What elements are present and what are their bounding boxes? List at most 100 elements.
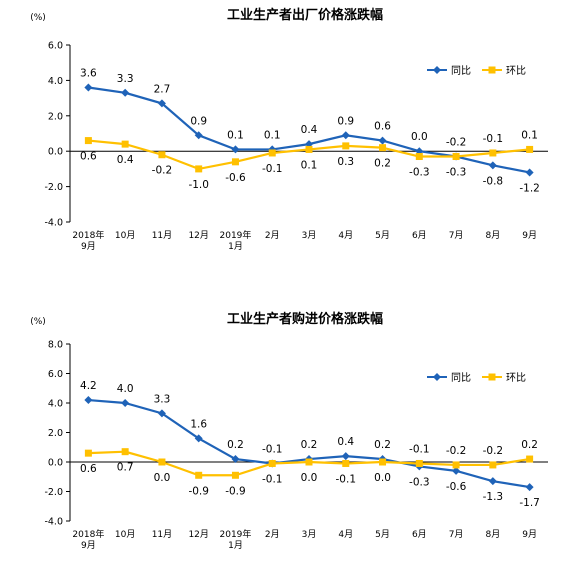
data-point-mom xyxy=(452,153,460,161)
y-tick-label: -4.0 xyxy=(44,218,63,229)
data-point-yoy xyxy=(525,168,534,177)
chart-2: 工业生产者购进价格涨跌幅 (%) 8.0 6.0 4.0 2.0 0.0 -2.0 -4.0 20… xyxy=(30,311,548,551)
y-tick-label: 0.0 xyxy=(48,147,63,158)
legend: 同比 环比 xyxy=(427,372,526,384)
x-tick-label: 10月 xyxy=(115,529,135,540)
x-tick-label: 5月 xyxy=(375,529,390,540)
data-label-lower: 0.6 xyxy=(80,463,97,475)
data-label-upper: 0.4 xyxy=(337,436,354,448)
legend-label: 同比 xyxy=(451,372,471,384)
data-label-upper: 1.6 xyxy=(190,418,207,430)
legend-label: 环比 xyxy=(506,372,526,384)
x-tick-label: 8月 xyxy=(485,230,500,241)
data-point-mom xyxy=(305,145,313,153)
y-tick-label: 6.0 xyxy=(48,41,63,52)
y-tick-label: 4.0 xyxy=(48,399,63,410)
data-point-mom xyxy=(452,461,460,469)
data-label-lower: 0.3 xyxy=(337,156,354,168)
data-label-lower: -0.3 xyxy=(409,476,430,488)
data-point-mom xyxy=(379,458,387,466)
x-tick-label: 11月 xyxy=(152,529,172,540)
data-label-upper: -0.2 xyxy=(446,137,467,149)
data-label-upper: -0.1 xyxy=(262,443,283,455)
y-unit-label: (%) xyxy=(30,13,46,23)
data-label-upper: 0.2 xyxy=(374,439,391,451)
legend-marker xyxy=(488,373,496,381)
data-label-lower: -1.0 xyxy=(188,179,209,191)
data-point-yoy xyxy=(84,83,93,92)
data-point-mom xyxy=(415,153,423,161)
data-point-yoy xyxy=(231,455,240,464)
legend-label: 同比 xyxy=(451,65,471,77)
y-tick-label: -2.0 xyxy=(44,487,63,498)
data-label-upper: -0.1 xyxy=(409,443,430,455)
data-label-lower: -0.9 xyxy=(188,485,209,497)
data-point-mom xyxy=(268,149,276,157)
x-tick-label: 2月 xyxy=(265,529,280,540)
data-label-upper: 0.4 xyxy=(301,124,318,136)
data-label-lower: 0.0 xyxy=(374,472,391,484)
data-label-upper: 0.1 xyxy=(264,129,281,141)
data-point-yoy xyxy=(157,409,166,418)
data-label-upper: 0.0 xyxy=(411,131,428,143)
x-tick-label: 2018年 9月 xyxy=(72,528,104,551)
x-tick-label: 2019年 1月 xyxy=(220,229,252,252)
data-label-lower: -1.2 xyxy=(519,182,540,194)
data-label-upper: 3.3 xyxy=(117,73,134,85)
x-tick-label: 10月 xyxy=(115,230,135,241)
x-tick-label: 5月 xyxy=(375,230,390,241)
data-label-upper: 0.9 xyxy=(190,115,207,127)
data-label-upper: 0.1 xyxy=(521,129,538,141)
data-point-yoy xyxy=(194,131,203,140)
data-label-lower: -0.6 xyxy=(225,172,246,184)
data-label-upper: 0.2 xyxy=(521,439,538,451)
data-point-yoy xyxy=(341,452,350,461)
x-tick-label: 12月 xyxy=(188,230,208,241)
data-point-yoy xyxy=(378,136,387,145)
data-point-yoy xyxy=(84,396,93,405)
y-tick-label: 6.0 xyxy=(48,369,63,380)
x-tick-label: 7月 xyxy=(449,529,464,540)
data-label-lower: -0.1 xyxy=(262,473,283,485)
data-point-mom xyxy=(231,158,239,166)
data-point-mom xyxy=(489,149,497,157)
x-tick-label: 11月 xyxy=(152,230,172,241)
data-point-yoy xyxy=(452,466,461,475)
data-point-mom xyxy=(121,140,129,148)
data-point-yoy xyxy=(341,131,350,140)
data-label-upper: 0.1 xyxy=(227,129,244,141)
x-tick-label: 4月 xyxy=(338,230,353,241)
y-tick-label: 0.0 xyxy=(48,458,63,469)
y-tick-label: 8.0 xyxy=(48,340,63,351)
x-tick-label: 4月 xyxy=(338,529,353,540)
y-tick-label: 2.0 xyxy=(48,111,63,122)
data-label-lower: -0.9 xyxy=(225,485,246,497)
data-point-yoy xyxy=(488,161,497,170)
data-point-mom xyxy=(231,471,239,479)
data-point-mom xyxy=(268,459,276,467)
data-point-yoy xyxy=(194,434,203,443)
data-label-upper: 0.2 xyxy=(301,439,318,451)
data-point-mom xyxy=(526,145,534,153)
data-label-upper: -0.2 xyxy=(483,445,504,457)
x-tick-label: 7月 xyxy=(449,230,464,241)
x-tick-label: 9月 xyxy=(522,529,537,540)
data-point-mom xyxy=(526,455,534,463)
y-tick-label: -2.0 xyxy=(44,182,63,193)
x-tick-label: 6月 xyxy=(412,529,427,540)
data-label-upper: -0.2 xyxy=(446,445,467,457)
data-point-mom xyxy=(195,471,203,479)
legend-label: 环比 xyxy=(506,65,526,77)
data-point-mom xyxy=(489,461,497,469)
legend-marker xyxy=(488,66,496,74)
y-tick-label: 2.0 xyxy=(48,428,63,439)
data-point-yoy xyxy=(157,99,166,108)
x-tick-label: 2019年 1月 xyxy=(220,528,252,551)
data-label-lower: -1.3 xyxy=(483,491,504,503)
data-label-upper: 0.6 xyxy=(374,121,391,133)
chart-title: 工业生产者购进价格涨跌幅 xyxy=(227,311,383,327)
data-point-mom xyxy=(121,448,129,456)
data-point-mom xyxy=(342,459,350,467)
data-label-upper: 4.2 xyxy=(80,380,97,392)
